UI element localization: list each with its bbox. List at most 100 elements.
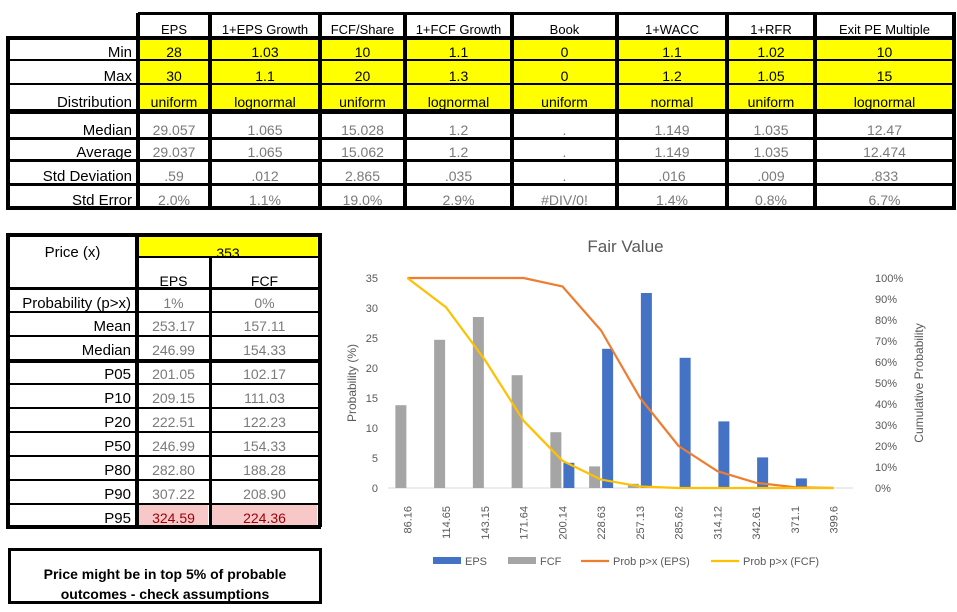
price-column-header-fcf: FCF — [250, 273, 279, 288]
output-cell: . — [562, 144, 567, 160]
input-cell[interactable]: 0 — [514, 60, 615, 84]
output-cell: .833 — [870, 168, 899, 184]
price-row-label-p05: P05 — [104, 366, 131, 382]
table-gridline — [6, 503, 321, 505]
output-cell: 12.474 — [863, 144, 906, 160]
input-cell[interactable]: 10 — [817, 38, 952, 60]
output-cell: 1.035 — [753, 122, 789, 138]
legend-label: EPS — [465, 556, 487, 568]
input-cell[interactable]: uniform — [729, 84, 813, 110]
table-gridline — [6, 83, 956, 85]
input-cell[interactable]: 15 — [817, 60, 952, 84]
table-gridline — [6, 525, 321, 529]
input-cell[interactable]: 1.1 — [212, 60, 318, 84]
input-cell[interactable]: 20 — [322, 60, 403, 84]
price-output-cell: 209.15 — [152, 390, 195, 406]
input-cell[interactable]: 1.03 — [212, 38, 318, 60]
price-output-cell: 201.05 — [152, 366, 195, 382]
price-label: Price (x) — [44, 244, 101, 261]
legend-swatch — [508, 557, 536, 564]
input-cell[interactable]: 0 — [514, 38, 615, 60]
legend-label: Prob p>x (EPS) — [613, 556, 690, 568]
table-gridline — [6, 38, 10, 209]
y2-tick-label: 100% — [875, 273, 903, 285]
output-cell: 1.065 — [247, 122, 283, 138]
input-cell[interactable]: 30 — [140, 60, 208, 84]
output-cell: 1.065 — [247, 144, 283, 160]
output-cell: 19.0% — [342, 192, 383, 208]
column-header-1-wacc: 1+WACC — [644, 22, 700, 37]
row-label-std-deviation: Std Deviation — [42, 168, 132, 184]
chart-title: Fair Value — [587, 237, 663, 256]
input-cell[interactable]: 1.3 — [407, 60, 510, 84]
y-tick-label: 10 — [366, 423, 378, 435]
table-gridline — [6, 233, 321, 237]
input-cell[interactable]: 1.2 — [619, 60, 725, 84]
input-cell[interactable]: 1.1 — [407, 38, 510, 60]
price-row-label-p90: P90 — [104, 486, 131, 502]
price-output-cell: 188.28 — [243, 462, 286, 478]
input-cell[interactable]: lognormal — [212, 84, 318, 110]
output-cell: 29.037 — [152, 144, 196, 160]
y2-tick-label: 40% — [875, 399, 897, 411]
y2-axis-title: Cumulative Probability — [912, 323, 926, 442]
x-tick-label: 342.61 — [751, 506, 763, 540]
price-row-label-p95: P95 — [104, 510, 131, 526]
input-cell[interactable]: lognormal — [407, 84, 510, 110]
warning-line-2: outcomes - check assumptions — [60, 586, 270, 602]
output-cell: . — [562, 122, 567, 138]
output-cell: 2.865 — [344, 168, 381, 184]
eps-bar — [563, 462, 575, 488]
table-gridline — [318, 233, 322, 527]
y-tick-label: 20 — [366, 363, 378, 375]
price-row-label-p20: P20 — [104, 414, 131, 430]
price-output-cell: 307.22 — [152, 486, 195, 502]
input-cell[interactable]: normal — [619, 84, 725, 110]
output-cell: 1.2 — [448, 122, 469, 138]
x-tick-label: 228.63 — [596, 506, 608, 540]
input-cell[interactable]: uniform — [514, 84, 615, 110]
y-tick-label: 0 — [372, 483, 378, 495]
table-gridline — [6, 359, 321, 363]
y-tick-label: 25 — [366, 333, 378, 345]
table-gridline — [6, 137, 956, 140]
eps-bar — [718, 421, 730, 488]
y-tick-label: 35 — [366, 273, 378, 285]
eps-probability-line — [407, 276, 834, 490]
output-cell: 15.028 — [341, 122, 384, 138]
fcf-bar — [472, 317, 484, 488]
column-header-exit-pe-multiple: Exit PE Multiple — [838, 22, 931, 37]
input-cell[interactable]: 10 — [322, 38, 403, 60]
price-output-cell: 154.33 — [243, 342, 286, 358]
table-gridline — [6, 311, 321, 313]
input-cell[interactable]: 28 — [140, 38, 208, 60]
output-cell: #DIV/0! — [541, 192, 588, 208]
x-tick-label: 86.16 — [402, 506, 414, 534]
price-input[interactable]: 353 — [139, 236, 317, 256]
y2-tick-label: 60% — [875, 357, 897, 369]
input-cell[interactable]: lognormal — [817, 84, 952, 110]
table-gridline — [6, 159, 956, 162]
output-cell: 1.149 — [654, 144, 690, 160]
row-label-std-error: Std Error — [71, 192, 132, 208]
input-cell[interactable]: 1.05 — [729, 60, 813, 84]
table-gridline — [6, 383, 321, 385]
price-row-label-median: Median — [81, 342, 131, 358]
input-cell[interactable]: uniform — [140, 84, 208, 110]
price-row-label-probability-p-x-: Probability (p>x) — [22, 295, 131, 311]
price-output-cell: 0% — [254, 295, 275, 311]
input-cell[interactable]: uniform — [322, 84, 403, 110]
fcf-probability-line — [406, 277, 834, 490]
table-gridline — [6, 431, 321, 433]
column-header-fcf-share: FCF/Share — [330, 22, 395, 37]
input-cell[interactable]: 1.02 — [729, 38, 813, 60]
x-tick-label: 143.15 — [480, 506, 492, 540]
y2-tick-label: 20% — [875, 441, 897, 453]
price-output-cell: 111.03 — [244, 390, 285, 406]
table-gridline — [6, 183, 956, 186]
y-tick-label: 30 — [366, 303, 378, 315]
y2-tick-label: 10% — [875, 462, 897, 474]
legend-label: Prob p>x (FCF) — [743, 556, 819, 568]
output-cell: .016 — [658, 168, 686, 184]
input-cell[interactable]: 1.1 — [619, 38, 725, 60]
